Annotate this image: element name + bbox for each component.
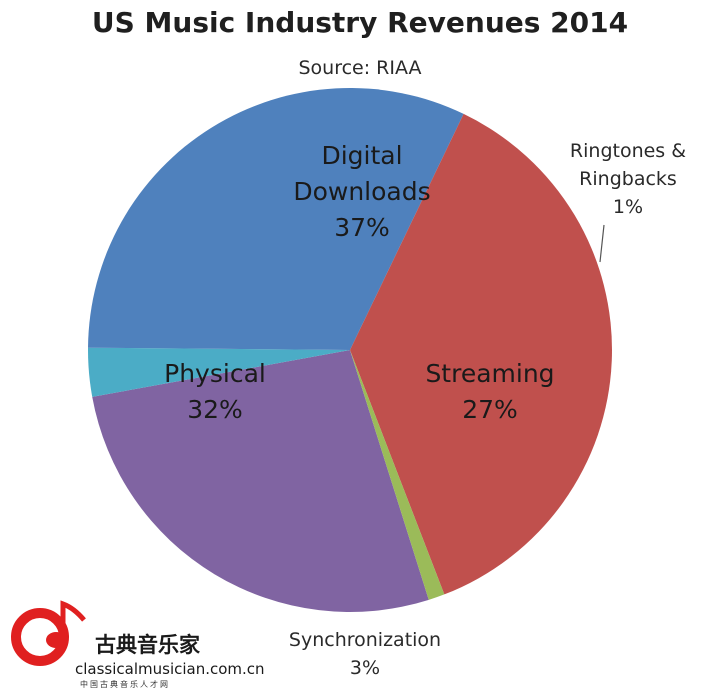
leader-line-ringtones-ringbacks	[599, 224, 605, 263]
chart-title: US Music Industry Revenues 2014	[92, 6, 628, 39]
slice-label-synchronization: Synchronization 3%	[289, 629, 441, 679]
pie-slices	[87, 88, 612, 612]
chart-subtitle: Source: RIAA	[298, 57, 421, 79]
pie-slice-synchronization	[87, 347, 350, 397]
slice-label-streaming: Streaming 27%	[425, 359, 554, 424]
watermark-url: classicalmusician.com.cn	[75, 660, 265, 678]
music-note-logo-icon	[11, 600, 86, 666]
slice-label-physical: Physical 32%	[164, 359, 266, 424]
slice-label-ringtones-ringbacks: Ringtones & Ringbacks 1%	[570, 140, 686, 218]
watermark: 古典音乐家 classicalmusician.com.cn 中国古典音乐人才网	[11, 600, 265, 689]
slice-label-digital-downloads: Digital Downloads 37%	[293, 141, 430, 242]
pie-slice-digital-downloads	[350, 113, 612, 595]
watermark-site-name: 古典音乐家	[95, 633, 201, 657]
pie-slice-physical	[88, 88, 464, 350]
pie-slice-ringtones-ringbacks	[350, 350, 445, 600]
pie-labels: Streaming 27% Synchronization 3% Physical 32%…	[164, 140, 686, 679]
pie-slice-streaming	[92, 350, 429, 612]
watermark-tagline: 中国古典音乐人才网	[80, 679, 170, 689]
